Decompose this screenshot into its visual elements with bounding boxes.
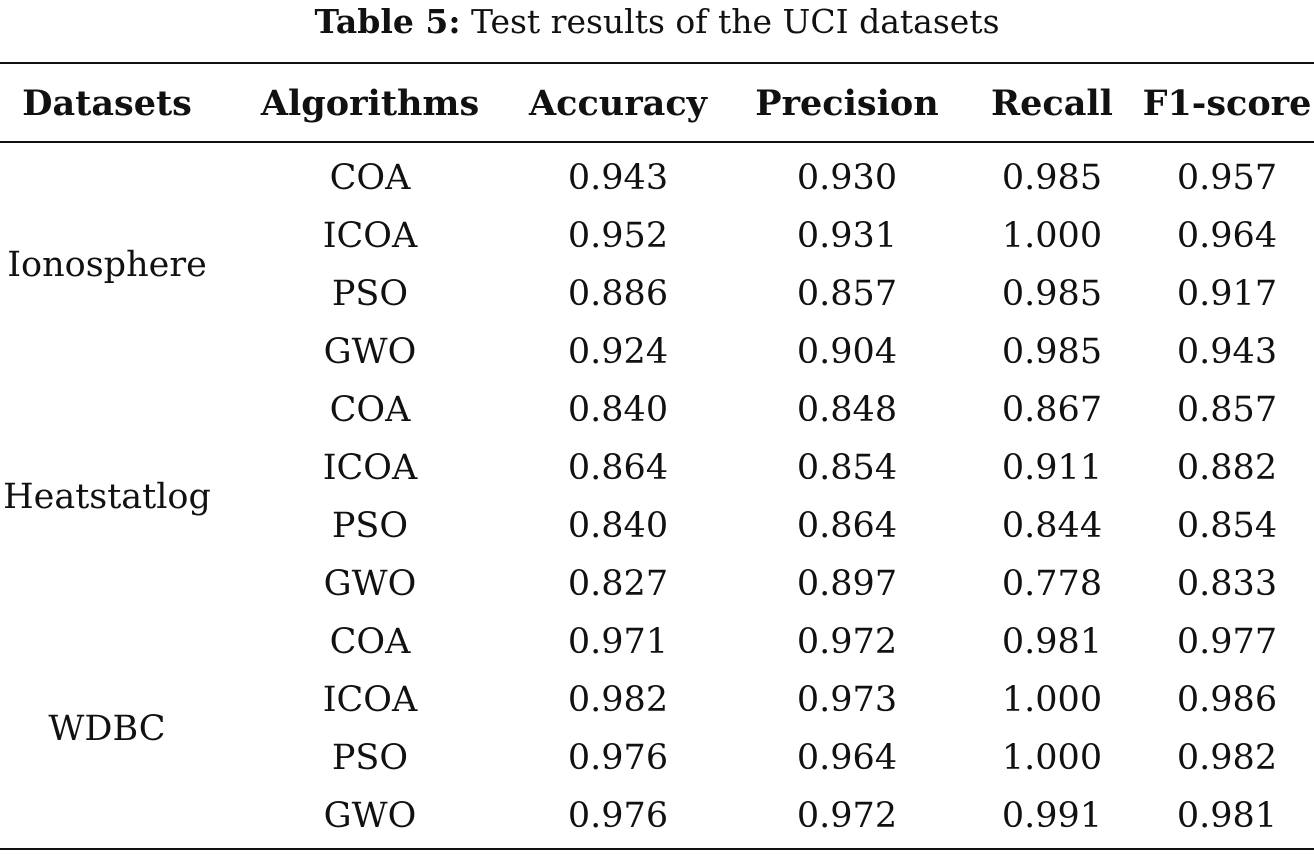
header-rule xyxy=(0,141,1314,143)
header-algorithms: Algorithms xyxy=(260,83,480,124)
table-row: ICOA 0.952 0.931 1.000 0.964 xyxy=(0,207,1314,265)
algorithm-cell: PSO xyxy=(331,274,409,314)
table-header: Datasets Algorithms Accuracy Precision R… xyxy=(0,64,1314,141)
dataset-label: Heatstatlog xyxy=(3,477,211,517)
table-row: PSO 0.976 0.964 1.000 0.982 xyxy=(0,729,1314,787)
precision-cell: 0.972 xyxy=(796,796,898,836)
caption-text: Test results of the UCI datasets xyxy=(471,2,1000,41)
recall-cell: 0.985 xyxy=(1001,158,1103,198)
accuracy-cell: 0.976 xyxy=(567,796,669,836)
f1-score-cell: 0.857 xyxy=(1176,390,1278,430)
precision-cell: 0.897 xyxy=(796,564,898,604)
header-datasets: Datasets xyxy=(22,83,192,124)
table-row: COA 0.840 0.848 0.867 0.857 xyxy=(0,381,1314,439)
recall-cell: 0.867 xyxy=(1001,390,1103,430)
f1-score-cell: 0.964 xyxy=(1176,216,1278,256)
table-caption: Table 5: Test results of the UCI dataset… xyxy=(0,0,1314,44)
table-row: COA 0.943 0.930 0.985 0.957 xyxy=(0,149,1314,207)
accuracy-cell: 0.840 xyxy=(567,390,669,430)
accuracy-cell: 0.971 xyxy=(567,622,669,662)
algorithm-cell: GWO xyxy=(323,564,417,604)
precision-cell: 0.857 xyxy=(796,274,898,314)
header-precision: Precision xyxy=(755,83,939,124)
precision-cell: 0.864 xyxy=(796,506,898,546)
algorithm-cell: COA xyxy=(329,622,411,662)
algorithm-cell: PSO xyxy=(331,738,409,778)
precision-cell: 0.848 xyxy=(796,390,898,430)
top-rule xyxy=(0,62,1314,64)
precision-cell: 0.854 xyxy=(796,448,898,488)
table-row: PSO 0.886 0.857 0.985 0.917 xyxy=(0,265,1314,323)
algorithm-cell: GWO xyxy=(323,332,417,372)
table-row: GWO 0.827 0.897 0.778 0.833 xyxy=(0,555,1314,613)
recall-cell: 0.991 xyxy=(1001,796,1103,836)
f1-score-cell: 0.982 xyxy=(1176,738,1278,778)
precision-cell: 0.973 xyxy=(796,680,898,720)
f1-score-cell: 0.917 xyxy=(1176,274,1278,314)
recall-cell: 0.844 xyxy=(1001,506,1103,546)
precision-cell: 0.930 xyxy=(796,158,898,198)
header-accuracy: Accuracy xyxy=(529,83,707,124)
caption-label: Table 5: xyxy=(314,2,461,41)
accuracy-cell: 0.952 xyxy=(567,216,669,256)
algorithm-cell: ICOA xyxy=(322,448,418,488)
f1-score-cell: 0.882 xyxy=(1176,448,1278,488)
algorithm-cell: COA xyxy=(329,158,411,198)
accuracy-cell: 0.982 xyxy=(567,680,669,720)
table-row: GWO 0.976 0.972 0.991 0.981 xyxy=(0,787,1314,845)
algorithm-cell: PSO xyxy=(331,506,409,546)
f1-score-cell: 0.981 xyxy=(1176,796,1278,836)
precision-cell: 0.904 xyxy=(796,332,898,372)
table-row: GWO 0.924 0.904 0.985 0.943 xyxy=(0,323,1314,381)
table-row: ICOA 0.982 0.973 1.000 0.986 xyxy=(0,671,1314,729)
algorithm-cell: ICOA xyxy=(322,680,418,720)
recall-cell: 0.981 xyxy=(1001,622,1103,662)
dataset-label: Ionosphere xyxy=(7,245,207,285)
accuracy-cell: 0.924 xyxy=(567,332,669,372)
accuracy-cell: 0.943 xyxy=(567,158,669,198)
f1-score-cell: 0.977 xyxy=(1176,622,1278,662)
table-row: PSO 0.840 0.864 0.844 0.854 xyxy=(0,497,1314,555)
algorithm-cell: GWO xyxy=(323,796,417,836)
f1-score-cell: 0.986 xyxy=(1176,680,1278,720)
dataset-label: WDBC xyxy=(48,709,166,749)
accuracy-cell: 0.886 xyxy=(567,274,669,314)
f1-score-cell: 0.833 xyxy=(1176,564,1278,604)
f1-score-cell: 0.854 xyxy=(1176,506,1278,546)
algorithm-cell: ICOA xyxy=(322,216,418,256)
recall-cell: 1.000 xyxy=(1001,216,1103,256)
precision-cell: 0.931 xyxy=(796,216,898,256)
accuracy-cell: 0.976 xyxy=(567,738,669,778)
recall-cell: 0.985 xyxy=(1001,332,1103,372)
recall-cell: 0.778 xyxy=(1001,564,1103,604)
precision-cell: 0.972 xyxy=(796,622,898,662)
recall-cell: 1.000 xyxy=(1001,738,1103,778)
recall-cell: 0.911 xyxy=(1001,448,1103,488)
f1-score-cell: 0.943 xyxy=(1176,332,1278,372)
table-row: COA 0.971 0.972 0.981 0.977 xyxy=(0,613,1314,671)
recall-cell: 1.000 xyxy=(1001,680,1103,720)
accuracy-cell: 0.827 xyxy=(567,564,669,604)
f1-score-cell: 0.957 xyxy=(1176,158,1278,198)
header-f1-score: F1-score xyxy=(1142,83,1312,124)
accuracy-cell: 0.840 xyxy=(567,506,669,546)
table-row: ICOA 0.864 0.854 0.911 0.882 xyxy=(0,439,1314,497)
bottom-rule xyxy=(0,848,1314,850)
recall-cell: 0.985 xyxy=(1001,274,1103,314)
precision-cell: 0.964 xyxy=(796,738,898,778)
algorithm-cell: COA xyxy=(329,390,411,430)
accuracy-cell: 0.864 xyxy=(567,448,669,488)
header-recall: Recall xyxy=(991,83,1113,124)
